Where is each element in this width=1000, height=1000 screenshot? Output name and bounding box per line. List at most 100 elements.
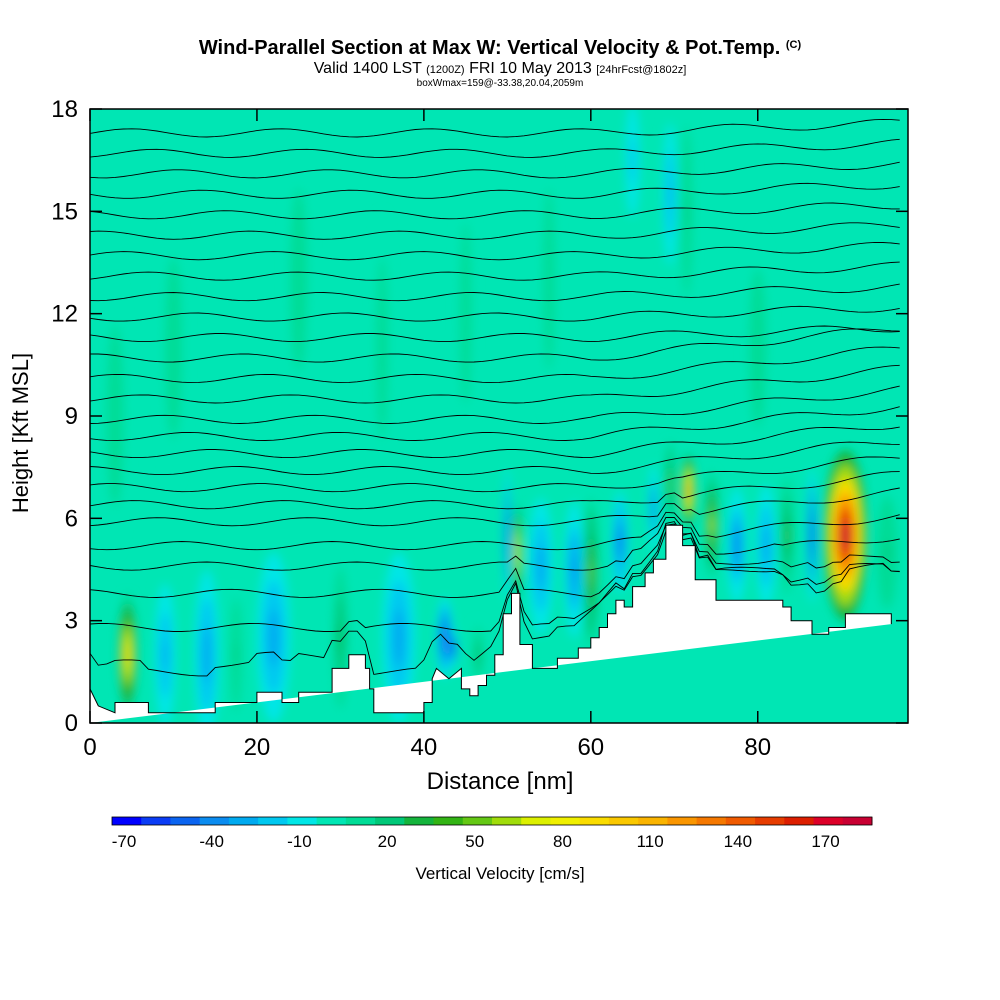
velocity-cell-26 bbox=[668, 180, 672, 209]
isentrope-6 bbox=[90, 471, 900, 510]
y-axis: 0 3 6 9 12 15 18 bbox=[51, 96, 908, 737]
chart-title: Wind-Parallel Section at Max W: Vertical… bbox=[198, 37, 802, 59]
isentrope-18 bbox=[90, 261, 900, 281]
chart-subtitle: Valid 1400 LST (1200Z) FRI 10 May 2013 [… bbox=[313, 60, 687, 77]
isentrope-21 bbox=[90, 202, 900, 220]
velocity-cell-14 bbox=[589, 560, 593, 586]
isentrope-25 bbox=[90, 118, 900, 138]
y-tick-label-0: 0 bbox=[65, 710, 78, 737]
velocity-cell-32 bbox=[464, 290, 468, 337]
colorbar-swatch-7 bbox=[316, 817, 347, 825]
colorbar-swatch-5 bbox=[258, 817, 288, 825]
velocity-cell-22 bbox=[785, 525, 789, 546]
colorbar-tick-label-6: 110 bbox=[637, 832, 664, 851]
chart-subtitle-box: boxWmax=159@-33.38,20.04,2059m bbox=[416, 78, 584, 89]
colorbar-swatch-19 bbox=[667, 817, 698, 825]
velocity-cell-7 bbox=[443, 630, 447, 645]
x-tick-label-4: 80 bbox=[744, 734, 771, 761]
isentrope-2 bbox=[90, 523, 900, 598]
colorbar-swatch-24 bbox=[813, 817, 844, 825]
colorbar-swatch-2 bbox=[170, 817, 201, 825]
isentrope-14 bbox=[90, 328, 900, 363]
colorbar-swatch-17 bbox=[608, 817, 639, 825]
velocity-cell-25 bbox=[885, 541, 890, 564]
velocity-cell-15 bbox=[618, 533, 622, 551]
isentrope-19 bbox=[90, 241, 900, 261]
velocity-cell-0 bbox=[125, 644, 130, 666]
isentrope-3 bbox=[90, 517, 900, 571]
y-tick-label-1: 3 bbox=[65, 608, 78, 635]
velocity-cell-28 bbox=[631, 148, 634, 172]
velocity-cell-2 bbox=[204, 640, 209, 669]
y-tick-label-2: 6 bbox=[65, 505, 78, 532]
velocity-cell-16 bbox=[652, 500, 655, 516]
x-axis: 0 20 40 60 80 bbox=[83, 109, 771, 761]
colorbar-tick-label-0: -70 bbox=[112, 832, 137, 851]
velocity-cell-13 bbox=[572, 558, 576, 581]
isentrope-11 bbox=[90, 385, 900, 424]
colorbar-frame bbox=[111, 816, 873, 826]
y-tick-label-3: 9 bbox=[65, 403, 78, 430]
colorbar: -70 -40 -10 20 50 80 110 140 170 bbox=[111, 816, 873, 851]
colorbar-tick-label-3: 20 bbox=[378, 832, 397, 851]
x-tick-label-2: 40 bbox=[411, 734, 438, 761]
colorbar-swatch-1 bbox=[141, 817, 171, 825]
y-tick-label-5: 15 bbox=[51, 198, 78, 225]
isentrope-22 bbox=[90, 182, 900, 199]
colorbar-swatch-13 bbox=[492, 817, 522, 825]
isentrope-23 bbox=[90, 161, 900, 179]
colorbar-swatch-22 bbox=[755, 817, 785, 825]
velocity-cell-6 bbox=[396, 623, 402, 652]
isentrope-16 bbox=[90, 305, 900, 322]
colorbar-tick-label-8: 170 bbox=[811, 832, 839, 851]
velocity-cell-34 bbox=[755, 327, 760, 368]
velocity-cell-29 bbox=[171, 325, 176, 371]
x-tick-label-3: 60 bbox=[577, 734, 604, 761]
colorbar-swatch-10 bbox=[404, 817, 435, 825]
colorbar-swatch-16 bbox=[579, 817, 610, 825]
isentrope-20 bbox=[90, 222, 900, 240]
isentrope-7 bbox=[90, 456, 900, 493]
colorbar-tick-label-4: 50 bbox=[465, 832, 484, 851]
y-tick-label-4: 12 bbox=[51, 301, 78, 328]
velocity-cell-3 bbox=[234, 643, 238, 667]
velocity-cell-27 bbox=[685, 194, 688, 229]
colorbar-swatch-20 bbox=[696, 817, 727, 825]
colorbar-tick-label-5: 80 bbox=[553, 832, 572, 851]
velocity-cell-4 bbox=[270, 623, 277, 652]
terrain bbox=[90, 524, 892, 723]
isentrope-24 bbox=[90, 138, 900, 158]
potential-temperature-contours bbox=[90, 118, 900, 677]
y-axis-label: Height [Kft MSL] bbox=[8, 352, 33, 514]
velocity-cell-24 bbox=[841, 521, 850, 550]
velocity-cell-18 bbox=[687, 484, 690, 498]
copyright-mark: (C) bbox=[785, 39, 802, 51]
colorbar-tick-label-1: -40 bbox=[199, 832, 224, 851]
colorbar-swatch-23 bbox=[784, 817, 815, 825]
isentrope-17 bbox=[90, 283, 900, 302]
velocity-cell-9 bbox=[477, 649, 480, 661]
isentrope-13 bbox=[90, 346, 900, 384]
x-tick-label-0: 0 bbox=[83, 734, 96, 761]
velocity-cell-19 bbox=[710, 516, 713, 535]
velocity-cell-20 bbox=[735, 535, 739, 556]
colorbar-swatch-25 bbox=[842, 817, 873, 825]
colorbar-swatch-0 bbox=[112, 817, 142, 825]
colorbar-swatch-9 bbox=[375, 817, 405, 825]
velocity-cell-1 bbox=[163, 640, 168, 669]
velocity-cell-21 bbox=[764, 535, 768, 556]
colorbar-swatch-8 bbox=[345, 817, 376, 825]
isentrope-12 bbox=[90, 364, 900, 404]
isentrope-9 bbox=[90, 426, 900, 459]
colorbar-swatch-3 bbox=[199, 817, 230, 825]
colorbar-swatch-6 bbox=[287, 817, 318, 825]
isentrope-0 bbox=[90, 521, 900, 677]
colorbar-swatch-15 bbox=[550, 817, 581, 825]
velocity-cell-10 bbox=[506, 524, 508, 547]
colorbar-swatch-12 bbox=[462, 817, 493, 825]
x-tick-label-1: 20 bbox=[244, 734, 271, 761]
plot-area bbox=[90, 109, 908, 723]
isentrope-4 bbox=[90, 511, 900, 551]
velocity-cell-31 bbox=[380, 325, 384, 371]
